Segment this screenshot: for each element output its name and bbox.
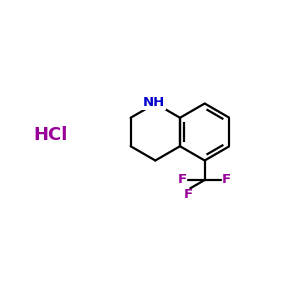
Text: F: F (222, 173, 231, 187)
Text: F: F (178, 173, 187, 187)
Text: NH: NH (143, 95, 165, 109)
Text: F: F (184, 188, 193, 201)
Text: HCl: HCl (34, 126, 68, 144)
